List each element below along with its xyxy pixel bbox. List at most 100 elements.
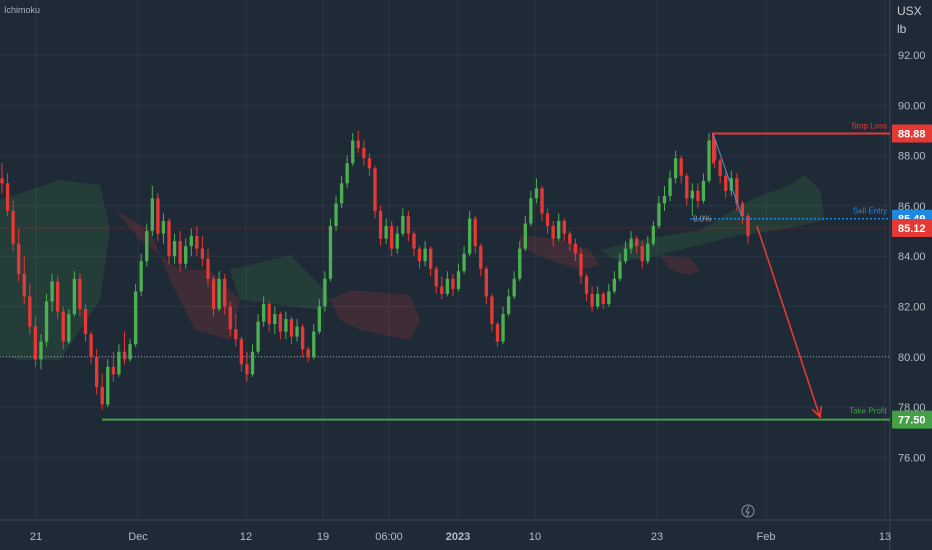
candle-body [573,243,578,254]
candle-body [111,366,116,375]
cloud-region [600,175,825,262]
candle-body [629,238,633,249]
candle-body [0,178,4,184]
candle-body [395,233,399,249]
take-profit-label: Take Profit [849,407,888,416]
candle-body [267,303,271,325]
candle-body [445,278,450,294]
projection-arrow[interactable] [756,225,823,419]
last-price-tag: 85.12 [898,223,926,235]
candle-body [545,213,550,227]
candle-body [156,198,160,234]
cloud-region [330,290,420,340]
candle-body [417,248,422,262]
candle-body [351,140,355,164]
candle-body [339,183,344,204]
candle-body [150,198,154,232]
lightning-icon[interactable] [741,504,755,518]
reference-lines [0,227,890,358]
candle-body [429,248,433,269]
candle-body [568,233,572,244]
y-tick-label: 80.00 [898,352,926,364]
candle-body [245,364,249,375]
candle-body [145,231,149,262]
ichimoku-cloud [0,175,825,360]
cloud-region [115,210,240,340]
candle-body [172,241,177,257]
candle-body [50,281,54,302]
candle-body [161,221,166,234]
symbol-unit: lb [897,22,907,36]
stop-loss-label: Stop Loss [851,122,887,131]
candle-body [312,331,316,357]
candle-body [28,296,32,327]
candle-body [289,319,294,337]
trade-levels[interactable]: Stop Loss Sell Entry 0.0% Take Profit [102,122,890,421]
candle-body [506,296,511,315]
candle-body [662,195,667,204]
candle-body [11,210,15,244]
candle-body [250,351,255,375]
candle-body [334,203,338,227]
candle-body [22,273,26,297]
candle-body [685,175,689,199]
candle-body [607,291,611,304]
lightning-icon-ring [741,504,755,518]
candle-body [100,386,104,405]
candle-body [378,210,383,239]
candle-body [423,248,427,262]
y-tick-label: 82.00 [898,301,926,313]
candle-body [495,324,500,342]
candle-body [740,203,745,216]
x-tick-label: 13 [879,531,891,543]
candle-body [512,278,516,297]
fib-trend-line [712,133,743,217]
x-tick-label: 23 [651,531,663,543]
candle-body [362,148,366,159]
price-axis[interactable]: 92.0090.0088.0086.0084.0082.0080.0078.00… [898,50,926,464]
candle-body [384,226,388,239]
candle-body [451,278,455,289]
candle-body [412,233,416,249]
x-tick-label: 12 [240,531,252,543]
cloud-region [230,255,330,310]
candle-body [206,258,210,279]
candle-body [490,296,494,325]
lightning-icon-bolt [745,505,750,517]
indicator-label[interactable]: Ichimoku [4,5,41,15]
candle-body [651,226,656,244]
cloud-region [520,235,600,270]
x-tick-label: 10 [529,531,541,543]
projection-arrow-line[interactable] [756,225,821,418]
symbol-currency: USX [897,4,922,18]
candle-body [484,268,489,297]
candle-body [39,341,43,360]
candle-body [89,334,93,357]
candle-body [284,319,288,332]
take-profit-tag: 77.50 [898,415,926,427]
candle-body [61,311,65,342]
candle-body [78,278,82,309]
candle-body [94,356,99,387]
candle-body [117,351,121,375]
candle-body [217,278,221,309]
candle-body [228,306,232,330]
candle-body [139,261,143,292]
y-tick-label: 76.00 [898,452,926,464]
candle-body [261,303,266,322]
candle-body [612,278,617,292]
candle-body [440,286,444,294]
candle-body [646,243,650,262]
candle-body [345,163,349,184]
candle-body [479,246,483,269]
candle-body [534,188,539,199]
candle-body [724,175,728,191]
candle-body [584,276,589,294]
time-axis[interactable]: 21 Dec 12 19 06:00 2023 10 23 Feb 13 [30,504,891,543]
candle-body [557,221,561,239]
candle-body [601,293,605,304]
candle-body [712,140,717,161]
